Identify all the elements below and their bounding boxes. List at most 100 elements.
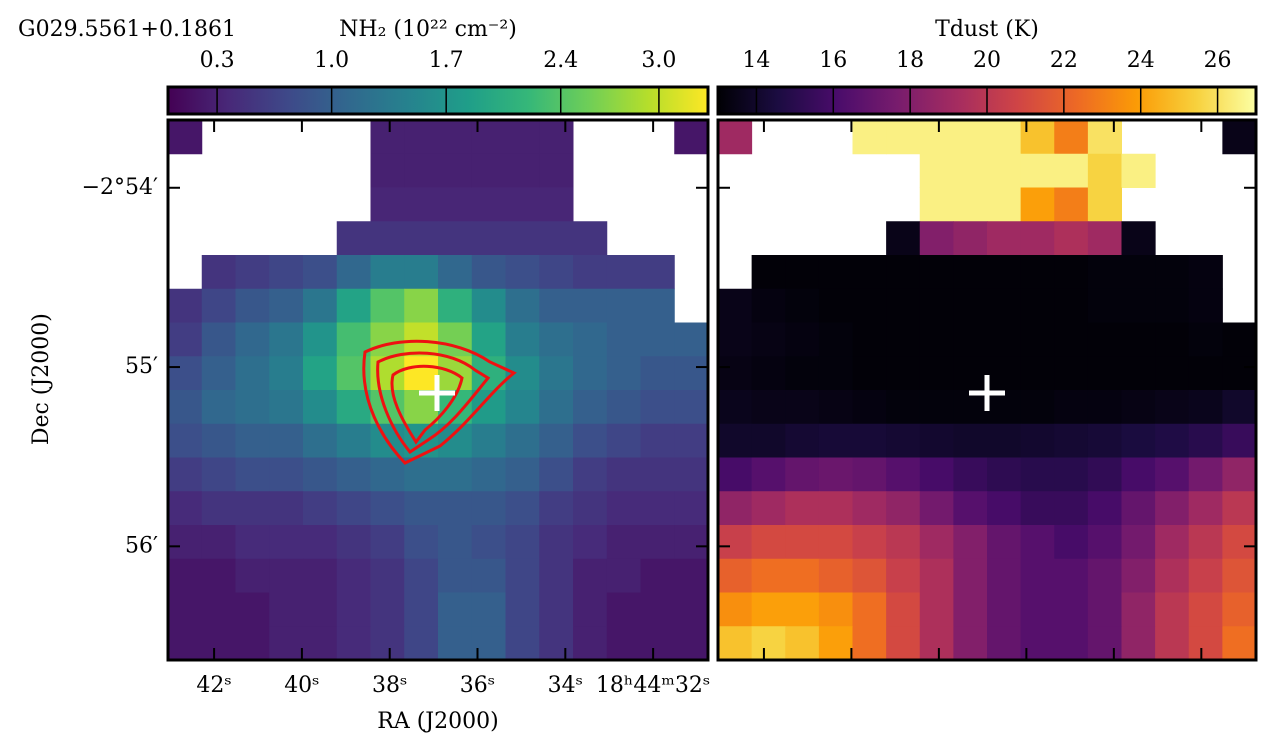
cell [1155,592,1190,627]
cell [1054,120,1089,155]
cell [404,187,439,222]
cell [886,288,921,323]
cell [640,390,675,425]
cell [539,491,574,526]
cell [235,592,270,627]
cell [573,322,608,357]
cell [471,153,506,188]
cell [336,288,371,323]
cell [718,525,753,560]
cell [886,525,921,560]
cell [1121,592,1156,627]
cell [606,322,641,357]
cell [1087,423,1122,458]
cell [1121,221,1156,256]
cell [818,255,853,290]
cell [818,558,853,593]
cell [573,288,608,323]
cell [718,356,753,391]
cell [785,491,820,526]
heatmaps [168,120,1257,661]
cell [1020,221,1055,256]
cell [751,288,786,323]
cell [674,322,709,357]
cell [505,423,540,458]
markers [419,375,1005,411]
cell [168,491,203,526]
cell [336,221,371,256]
cell [1054,356,1089,391]
cell [919,423,954,458]
cell [640,558,675,593]
cell [168,457,203,492]
cell [505,592,540,627]
colorbar-tick-label: 26 [1204,48,1232,73]
cell [471,187,506,222]
cell [919,288,954,323]
cell [471,491,506,526]
cell [1121,322,1156,357]
cell [235,356,270,391]
cell [919,255,954,290]
cell [1020,558,1055,593]
cell [953,457,988,492]
cell [201,626,236,661]
cell [404,322,439,357]
cell [606,423,641,458]
cell [987,390,1022,425]
cell [573,457,608,492]
cell [852,592,887,627]
cell [573,592,608,627]
cell [852,120,887,155]
cell [1020,592,1055,627]
cell [674,592,709,627]
cell [818,626,853,661]
cell [987,491,1022,526]
cell [1188,525,1223,560]
cell [168,288,203,323]
cell [201,322,236,357]
colorbar-tick-label: 22 [1050,48,1078,73]
cell [818,457,853,492]
cell [718,592,753,627]
cell [1155,390,1190,425]
cell [370,153,405,188]
cell [539,356,574,391]
cell [987,525,1022,560]
cell [303,558,338,593]
cell [404,221,439,256]
cell [1222,525,1257,560]
cell [573,626,608,661]
cell [370,255,405,290]
cell [1020,457,1055,492]
cell [852,423,887,458]
cell [1054,153,1089,188]
cell [269,322,304,357]
cell [539,626,574,661]
cell [269,423,304,458]
cell [201,491,236,526]
cell [404,525,439,560]
cell [818,322,853,357]
cell [201,558,236,593]
cell [987,423,1022,458]
cell [751,626,786,661]
cell [1054,390,1089,425]
cell [852,457,887,492]
cell [718,457,753,492]
colorbar-label: Tdust (K) [935,17,1039,42]
cell [1188,626,1223,661]
cell [336,626,371,661]
cell [1087,558,1122,593]
cell [1222,390,1257,425]
cell [1020,187,1055,222]
cell [718,491,753,526]
cell [606,525,641,560]
cell [953,626,988,661]
x-tick-label: 38ˢ [372,673,407,698]
cell [785,322,820,357]
cell [987,457,1022,492]
cell [953,322,988,357]
cell [539,525,574,560]
cell [201,525,236,560]
